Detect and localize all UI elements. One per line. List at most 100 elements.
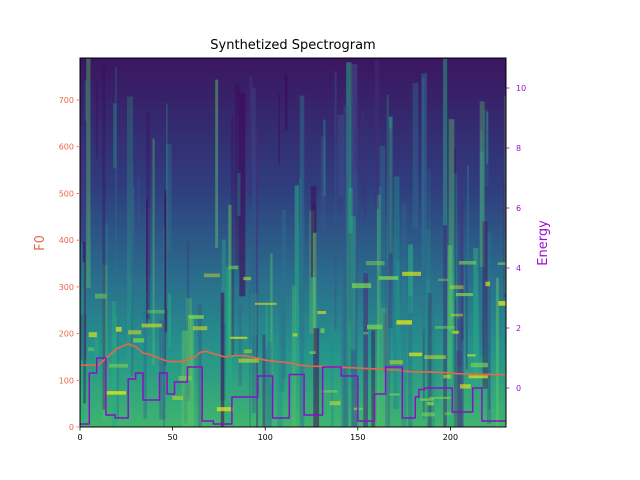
spectrogram-stripe: [341, 285, 348, 427]
spectrogram-band: [238, 358, 259, 363]
y-axis-right: 0 2 4 6 8 10: [506, 84, 526, 393]
spectrogram-stripe: [163, 228, 165, 427]
spectrogram-stripe: [482, 221, 488, 389]
spectrogram-band: [470, 362, 488, 368]
spectrogram-stripe: [371, 330, 376, 427]
spectrogram-stripe: [465, 261, 468, 370]
spectrogram-band: [443, 374, 451, 379]
spectrogram-background: [80, 58, 506, 427]
spectrogram-stripe: [234, 84, 240, 266]
spectrogram-band: [426, 401, 434, 406]
spectrogram-band: [434, 326, 455, 329]
spectrogram-band: [438, 278, 449, 282]
spectrogram-stripe: [294, 185, 299, 376]
spectrogram-band: [455, 293, 473, 297]
spectrogram-stripe: [421, 73, 427, 271]
spectrogram-stripe: [168, 293, 171, 348]
spectrogram-stripe: [479, 151, 484, 357]
spectrogram-stripe: [312, 232, 317, 352]
spectrogram-stripe: [102, 264, 108, 421]
spectrogram-stripe: [251, 87, 256, 413]
y-right-tick-label: 6: [516, 204, 521, 213]
y-right-tick-label: 8: [516, 144, 521, 153]
spectrogram-stripe: [374, 59, 380, 209]
spectrogram-band: [420, 398, 434, 401]
spectrogram-stripe: [197, 304, 202, 427]
spectrogram-stripe: [346, 62, 352, 404]
spectrogram-stripe: [266, 342, 272, 427]
spectrogram-band: [108, 363, 128, 368]
spectrogram-stripe: [412, 83, 419, 229]
spectrogram-stripe: [452, 260, 456, 373]
spectrogram-band: [444, 412, 452, 416]
spectrogram-stripe: [378, 186, 382, 301]
spectrogram-band: [320, 328, 325, 333]
spectrogram-stripe: [266, 340, 271, 427]
y-left-tick-label: 600: [59, 143, 74, 152]
spectrogram-stripe: [383, 313, 387, 372]
spectrogram-band: [204, 273, 220, 278]
spectrogram-stripe: [113, 103, 117, 169]
spectrogram-band: [141, 323, 162, 328]
spectrogram-band: [402, 271, 421, 276]
spectrogram-band: [378, 276, 399, 280]
spectrogram-stripe: [443, 58, 448, 226]
spectrogram-texture: [80, 58, 506, 427]
spectrogram-band: [421, 412, 435, 417]
spectrogram-harmonics: [87, 261, 506, 417]
x-tick-label: 50: [168, 433, 178, 442]
spectrogram-stripe: [388, 116, 393, 254]
spectrogram-band: [292, 333, 298, 337]
spectrogram-stripe: [443, 163, 447, 427]
spectrogram-stripe: [473, 248, 479, 392]
y-right-tick-label: 0: [516, 384, 521, 393]
spectrogram-stripe: [393, 176, 400, 409]
spectrogram-band: [105, 391, 127, 395]
spectrogram-stripe: [452, 172, 458, 302]
spectrogram-stripe: [453, 148, 456, 427]
spectrogram-stripe: [467, 165, 469, 296]
spectrogram-band: [188, 315, 204, 319]
spectrogram-band: [88, 332, 97, 338]
spectrogram-band: [467, 354, 476, 357]
spectrogram-band: [94, 293, 107, 299]
spectrogram-stripe: [363, 273, 368, 427]
spectrogram-stripe: [299, 95, 305, 427]
spectrogram-stripe: [447, 245, 453, 380]
spectrogram-stripe: [215, 79, 219, 248]
spectrogram-stripe: [265, 303, 268, 347]
spectrogram-stripe: [262, 334, 266, 427]
spectrogram-stripe: [385, 259, 391, 427]
spectrogram-stripe: [376, 195, 381, 427]
spectrogram-stripe: [143, 291, 147, 419]
spectrogram-band: [254, 302, 277, 305]
spectrogram-stripe: [239, 92, 246, 297]
x-tick-label: 0: [77, 433, 82, 442]
spectrogram-stripe: [291, 285, 297, 427]
spectrogram-stripe: [221, 239, 226, 324]
spectrogram-band: [409, 352, 423, 357]
spectrogram-band: [429, 396, 451, 399]
spectrogram-stripe: [486, 231, 492, 424]
spectrogram-band: [366, 261, 385, 266]
spectrogram-band: [485, 281, 491, 287]
spectrogram-band: [178, 376, 192, 381]
spectrogram-stripe: [279, 272, 285, 392]
spectrogram-stripe: [351, 64, 358, 427]
spectrogram-stripe: [183, 351, 188, 424]
y-right-tick-label: 4: [516, 264, 521, 273]
y-left-tick-label: 400: [59, 236, 74, 245]
spectrogram-stripe: [395, 261, 400, 341]
y-left-tick-label: 500: [59, 189, 74, 198]
spectrogram-stripe: [353, 67, 358, 170]
spectrogram-stripe: [166, 143, 172, 251]
spectrogram-stripe: [94, 331, 99, 373]
spectrogram-band: [389, 360, 403, 365]
spectrogram-stripe: [361, 108, 364, 208]
spectrogram-band: [396, 320, 412, 325]
spectrogram-stripe: [309, 210, 315, 334]
spectrogram-stripe: [435, 325, 439, 404]
spectrogram-stripe: [166, 103, 168, 309]
spectrogram-stripe: [152, 138, 155, 365]
